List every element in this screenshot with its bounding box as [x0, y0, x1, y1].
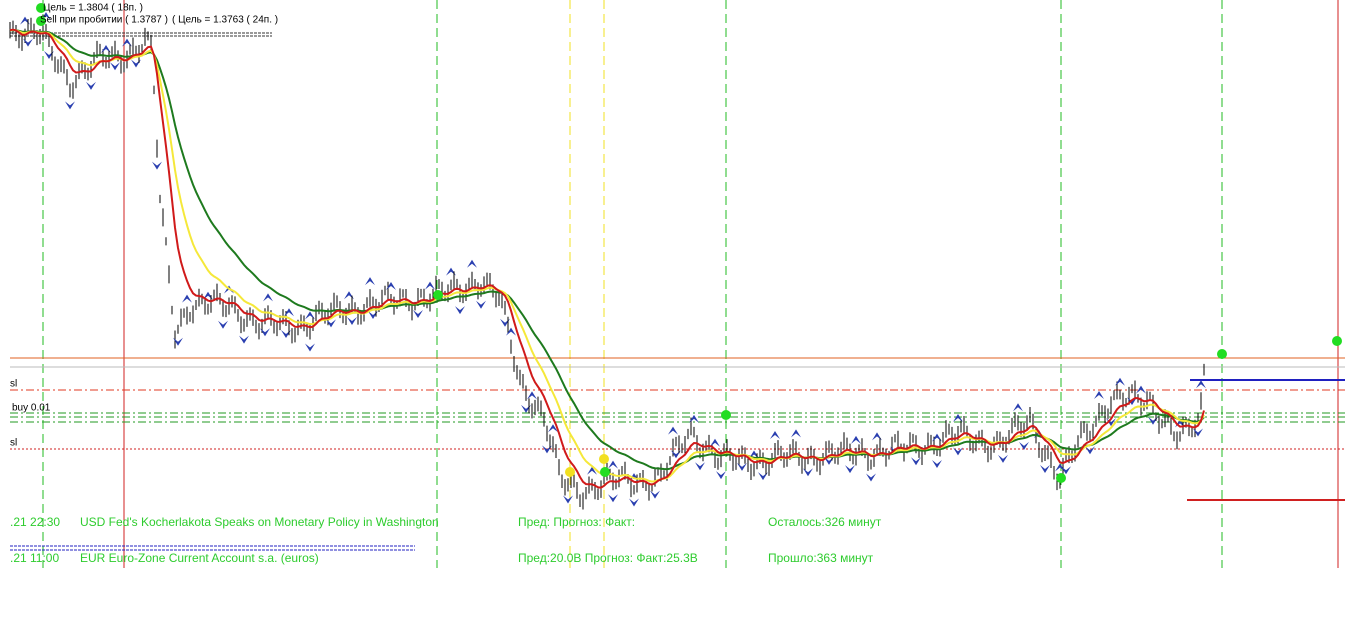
- fractal-arrow: [527, 391, 537, 400]
- fractal-arrow: [65, 101, 75, 110]
- fractal-arrow: [110, 62, 120, 71]
- signal-dot: [1056, 473, 1066, 483]
- fractal-arrow: [668, 426, 678, 435]
- fractal-arrow: [866, 473, 876, 482]
- fractal-arrow: [953, 447, 963, 456]
- news-dot: [565, 467, 575, 477]
- fractal-arrow: [305, 343, 315, 352]
- news-values: Пред:20.0B Прогноз: Факт:25.3B: [518, 551, 698, 565]
- fractal-arrow: [365, 277, 375, 286]
- sell-text: Sell при пробитии ( 1.3787 ): [40, 14, 168, 26]
- news-event: USD Fed's Kocherlakota Speaks on Monetar…: [80, 515, 439, 529]
- fractal-arrow: [263, 293, 273, 302]
- fractal-arrow: [911, 457, 921, 466]
- fractal-arrow: [425, 281, 435, 290]
- fractal-arrow: [1085, 446, 1095, 455]
- fractal-arrow: [710, 438, 720, 447]
- fractal-arrow: [260, 328, 270, 337]
- fractal-arrow: [608, 494, 618, 503]
- horizontal-levels: [10, 32, 1345, 551]
- signals: [36, 3, 1342, 483]
- signal-dot: [1217, 349, 1227, 359]
- signal-dot: [600, 467, 610, 477]
- fractal-arrow: [1061, 466, 1071, 475]
- fractal-arrow: [1019, 441, 1029, 450]
- fractal-arrow: [455, 306, 465, 315]
- fractal-arrow: [1136, 385, 1146, 394]
- fractal-arrow: [629, 498, 639, 507]
- fractal-arrow: [152, 161, 162, 170]
- fractal-arrow: [218, 320, 228, 329]
- fractal-arrow: [716, 471, 726, 480]
- price-bars: [9, 12, 1206, 510]
- target-text: Цель = 1.3804 ( 18п. ): [43, 3, 143, 14]
- fractal-arrow: [1040, 464, 1050, 473]
- news-event: EUR Euro-Zone Current Account s.a. (euro…: [80, 551, 319, 565]
- fractal-arrow: [548, 424, 558, 433]
- fractal-arrow: [284, 308, 294, 317]
- moving-average: [9, 28, 1205, 483]
- news-timer: Прошло:363 минут: [768, 551, 874, 565]
- fractal-arrow: [770, 431, 780, 440]
- sl-label: sl: [10, 438, 17, 449]
- fractal-arrow: [347, 317, 357, 326]
- fractal-arrow: [608, 460, 618, 469]
- fractal-arrow: [182, 294, 192, 303]
- fractal-arrow: [1115, 377, 1125, 386]
- fractal-arrow: [953, 414, 963, 423]
- sell-target-text: ( Цель = 1.3763 ( 24п. ): [172, 15, 278, 26]
- fractal-arrow: [998, 454, 1008, 463]
- fractal-arrow: [413, 310, 423, 319]
- buy-label: buy 0.01: [12, 403, 51, 414]
- moving-average: [9, 28, 1205, 489]
- news-time: .21 11:00: [10, 551, 59, 565]
- fractal-arrow: [23, 38, 33, 47]
- signal-dot: [433, 290, 443, 300]
- vertical-lines: [42, 0, 1339, 568]
- sl-label: sl: [10, 379, 17, 390]
- fractal-arrow: [650, 490, 660, 499]
- news-values: Пред: Прогноз: Факт:: [518, 515, 635, 529]
- fractal-arrow: [803, 468, 813, 477]
- fractal-arrow: [695, 462, 705, 471]
- fractal-arrow: [239, 335, 249, 344]
- news-time: .21 22:30: [10, 515, 60, 529]
- fractal-arrow: [587, 466, 597, 475]
- fractal-arrow: [326, 319, 336, 328]
- fractal-arrow: [791, 429, 801, 438]
- fractal-arrow: [467, 259, 477, 268]
- fractal-arrow: [86, 81, 96, 90]
- fractal-arrow: [1196, 380, 1206, 389]
- moving-average: [9, 29, 1205, 471]
- fractal-arrow: [563, 495, 573, 504]
- news-timer: Осталось:326 минут: [768, 515, 882, 529]
- fractal-arrow: [1193, 428, 1203, 437]
- fractal-arrow: [173, 337, 183, 346]
- fractal-arrow: [689, 414, 699, 423]
- fractal-arrow: [1013, 403, 1023, 412]
- fractal-arrow: [1106, 418, 1116, 427]
- fractal-arrow: [476, 300, 486, 309]
- fractal-arrow: [386, 282, 396, 291]
- signal-dot: [721, 410, 731, 420]
- fractal-arrow: [845, 465, 855, 474]
- fractal-arrow: [851, 435, 861, 444]
- signal-dot: [36, 3, 46, 13]
- fractal-arrow: [1094, 391, 1104, 400]
- news-dot: [599, 454, 609, 464]
- signal-dot: [36, 16, 46, 26]
- fractal-arrow: [737, 462, 747, 471]
- fractal-arrow: [506, 327, 516, 336]
- signal-dot: [1332, 336, 1342, 346]
- fractal-arrow: [932, 459, 942, 468]
